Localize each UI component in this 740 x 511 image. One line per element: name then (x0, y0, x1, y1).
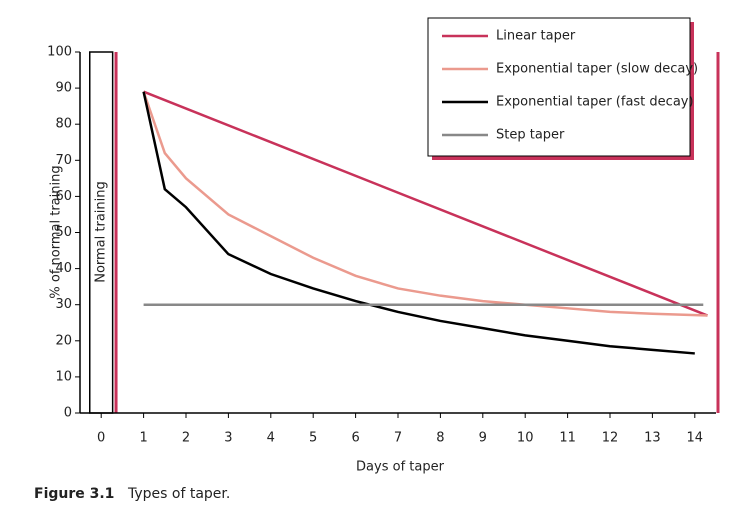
x-tick-label: 11 (559, 431, 576, 446)
y-tick-label: 60 (55, 189, 72, 204)
x-tick-label: 13 (644, 431, 661, 446)
series-line (142, 91, 708, 317)
x-tick-label: 10 (517, 431, 534, 446)
x-tick-label: 4 (267, 431, 275, 446)
x-tick-label: 6 (351, 431, 359, 446)
x-tick-label: 7 (394, 431, 402, 446)
x-tick-label: 5 (309, 431, 317, 446)
legend-label: Step taper (496, 128, 565, 143)
y-tick-label: 70 (55, 153, 72, 168)
y-tick-label: 50 (55, 225, 72, 240)
x-tick-label: 8 (436, 431, 444, 446)
x-tick-label: 1 (139, 431, 147, 446)
x-axis-label: Days of taper (356, 460, 445, 475)
normal-training-label: Normal training (94, 181, 109, 283)
legend-label: Linear taper (496, 29, 576, 44)
y-tick-label: 0 (64, 406, 72, 421)
caption-text: Types of taper. (127, 486, 230, 502)
y-tick-label: 20 (55, 333, 72, 348)
y-tick-label: 30 (55, 297, 72, 312)
y-axis-label: % of normal training (49, 165, 64, 298)
legend-label: Exponential taper (fast decay) (496, 95, 694, 110)
y-tick-label: 10 (55, 369, 72, 384)
x-tick-label: 9 (479, 431, 487, 446)
y-tick-label: 80 (55, 117, 72, 132)
caption-number: Figure 3.1 (34, 486, 114, 502)
legend (427, 17, 691, 157)
y-tick-label: 90 (55, 81, 72, 96)
x-tick-label: 2 (182, 431, 190, 446)
y-tick-label: 40 (55, 261, 72, 276)
series-line (142, 91, 695, 355)
x-tick-label: 3 (224, 431, 232, 446)
x-tick-label: 0 (97, 431, 105, 446)
x-tick-label: 12 (602, 431, 619, 446)
x-tick-label: 14 (687, 431, 704, 446)
series-line (143, 90, 708, 317)
y-tick-label: 100 (47, 45, 72, 60)
legend-label: Exponential taper (slow decay) (496, 62, 698, 77)
